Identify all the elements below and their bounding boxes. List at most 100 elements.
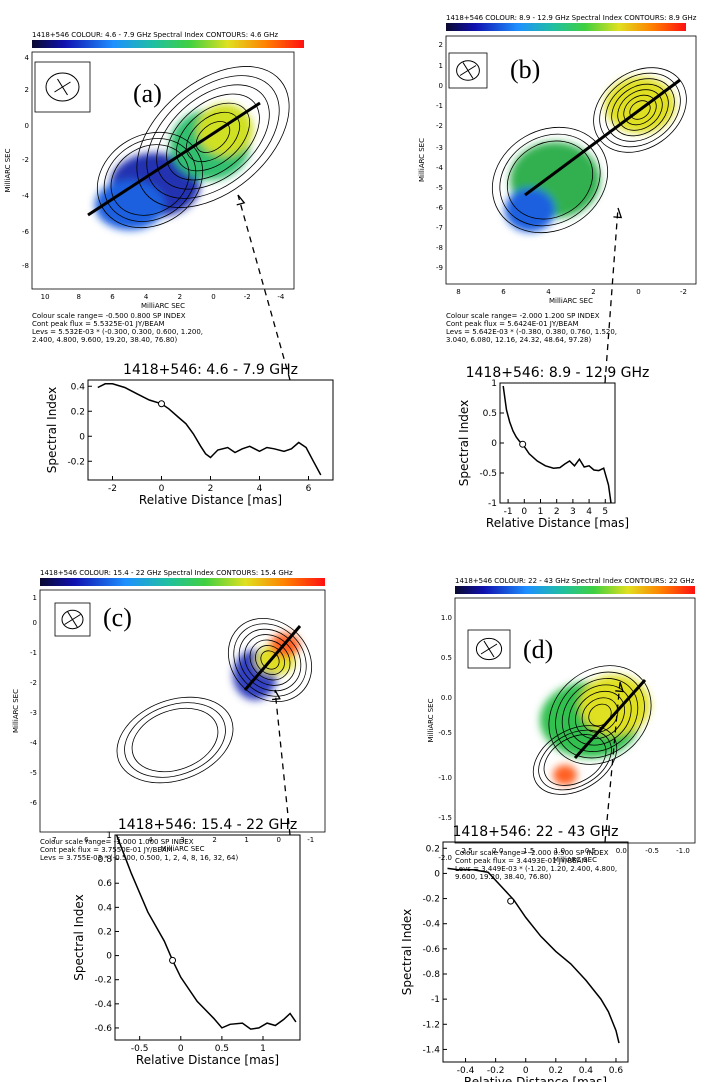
y-tick-label: 0.5 — [483, 409, 497, 419]
x-tick-label: -0.4 — [457, 1066, 475, 1076]
contour — [110, 144, 190, 216]
y-axis-label: MilliARC SEC — [427, 698, 435, 742]
panel-letter: (b) — [510, 55, 540, 84]
y-tick-label: -5 — [30, 769, 37, 777]
x-tick-label: 7 — [52, 836, 56, 844]
contour — [176, 102, 250, 172]
x-tick-label: -1.0 — [676, 847, 690, 855]
x-tick-label: 0 — [276, 836, 280, 844]
contour — [227, 617, 313, 703]
contour — [543, 734, 607, 786]
x-tick-label: 0 — [523, 1066, 529, 1076]
map-pixel-region — [95, 180, 165, 230]
x-tick-label: 4 — [144, 293, 149, 301]
y-tick-label: -0.5 — [438, 729, 452, 737]
x-axis-label: MilliARC SEC — [161, 845, 205, 853]
contour — [103, 138, 197, 222]
y-tick-label: -1.5 — [438, 814, 452, 822]
jet-axis — [243, 625, 302, 691]
caption-line: Cont peak flux = 3.4493E-01 JY/BEAM — [455, 857, 588, 865]
caption-line: Cont peak flux = 5.5325E-01 JY/BEAM — [32, 320, 165, 328]
x-tick-label: 2 — [178, 293, 182, 301]
y-tick-label: 2 — [439, 41, 443, 49]
contour — [581, 697, 619, 733]
caption-line: 2.400, 4.800, 9.600, 19.20, 38.40, 76.80… — [32, 336, 177, 344]
x-tick-label: 4 — [148, 836, 153, 844]
contour — [233, 623, 307, 697]
caption-line: Levs = 3.755E-03 * (-0.500, 0.500, 1, 2,… — [40, 854, 239, 862]
y-tick-label: 1 — [439, 62, 443, 70]
x-tick-label: 1.0 — [554, 847, 565, 855]
panel-header: 1418+546 COLOUR: 15.4 - 22 GHz Spectral … — [40, 569, 293, 577]
map-frame — [31, 51, 295, 290]
arrow-head — [615, 681, 624, 693]
y-tick-label: -1 — [436, 102, 443, 110]
caption-line: Levs = 5.532E-03 * (-0.300, 0.300, 0.600… — [32, 328, 203, 336]
contour — [238, 628, 302, 692]
y-tick-label: 0 — [439, 82, 443, 90]
beam-axis — [67, 611, 78, 628]
y-tick-label: 0.5 — [441, 654, 452, 662]
dashed-arrow — [274, 689, 291, 836]
plot-frame — [87, 379, 334, 481]
panel-header: 1418+546 COLOUR: 22 - 43 GHz Spectral In… — [455, 577, 695, 585]
x-tick-label: 10 — [41, 293, 50, 301]
x-tick-label: 5 — [602, 507, 608, 517]
x-tick-label: 6 — [501, 288, 506, 296]
x-tick-label: 0 — [636, 288, 640, 296]
contour — [124, 702, 226, 778]
x-axis-label: Relative Distance [mas] — [464, 1075, 607, 1082]
x-tick-label: -4 — [277, 293, 285, 301]
y-axis-label: Spectral Index — [45, 387, 59, 473]
x-tick-label: 8 — [456, 288, 460, 296]
dashed-arrow — [604, 207, 619, 384]
y-tick-label: -4 — [30, 739, 38, 747]
y-axis-label: Spectral Index — [457, 400, 471, 486]
contour — [506, 140, 594, 220]
contour — [538, 729, 612, 791]
x-tick-label: 0.5 — [585, 847, 596, 855]
contour — [548, 665, 652, 765]
y-tick-label: -0.2 — [94, 976, 112, 986]
caption-line: Colour scale range= -2.000 1.200 SP INDE… — [446, 312, 600, 320]
arrow-head — [272, 689, 281, 701]
y-tick-label: -0.6 — [422, 945, 440, 955]
y-tick-label: -4 — [22, 192, 30, 200]
y-tick-label: -0.5 — [479, 469, 497, 479]
y-tick-label: -3 — [436, 144, 443, 152]
x-tick-label: 0.0 — [616, 847, 627, 855]
core-marker — [519, 440, 527, 448]
colorbar — [455, 586, 695, 594]
y-axis-label: Spectral Index — [72, 894, 86, 980]
y-tick-label: -0.8 — [422, 970, 440, 980]
x-tick-label: -2 — [108, 484, 117, 494]
plot-title: 1418+546: 15.4 - 22 GHz — [118, 817, 297, 833]
caption-line: Colour scale range= -2.000 0.500 SP INDE… — [455, 849, 609, 857]
y-tick-label: 0.0 — [441, 694, 452, 702]
y-tick-label: -1 — [30, 649, 37, 657]
x-axis-label: Relative Distance [mas] — [139, 493, 282, 507]
contour — [131, 707, 219, 773]
y-tick-label: -6 — [436, 204, 444, 212]
y-tick-label: -0.4 — [422, 920, 440, 930]
caption-line: Levs = 5.642E-03 * (-0.380, 0.380, 0.760… — [446, 328, 617, 336]
x-axis-label: MilliARC SEC — [549, 297, 593, 305]
map-pixel-region — [605, 77, 675, 133]
panel-header: 1418+546 COLOUR: 8.9 - 12.9 GHz Spectral… — [446, 14, 697, 22]
x-tick-label: -1 — [504, 507, 513, 517]
y-tick-label: 1 — [491, 379, 497, 389]
dashed-arrow — [237, 194, 291, 381]
spectral-index-map — [505, 77, 675, 232]
y-tick-label: -0.2 — [67, 457, 85, 467]
plot-title: 1418+546: 8.9 - 12.9 GHz — [466, 365, 650, 381]
arrow-head — [236, 194, 246, 206]
contour — [156, 84, 270, 190]
x-tick-label: 0.4 — [579, 1066, 594, 1076]
x-tick-label: 2.0 — [492, 847, 503, 855]
jet-axis — [573, 678, 647, 760]
y-axis-label: MilliARC SEC — [4, 148, 12, 192]
y-tick-label: -2.5 — [438, 0, 452, 2]
x-tick-label: 4 — [257, 484, 263, 494]
x-tick-label: 3 — [570, 507, 576, 517]
